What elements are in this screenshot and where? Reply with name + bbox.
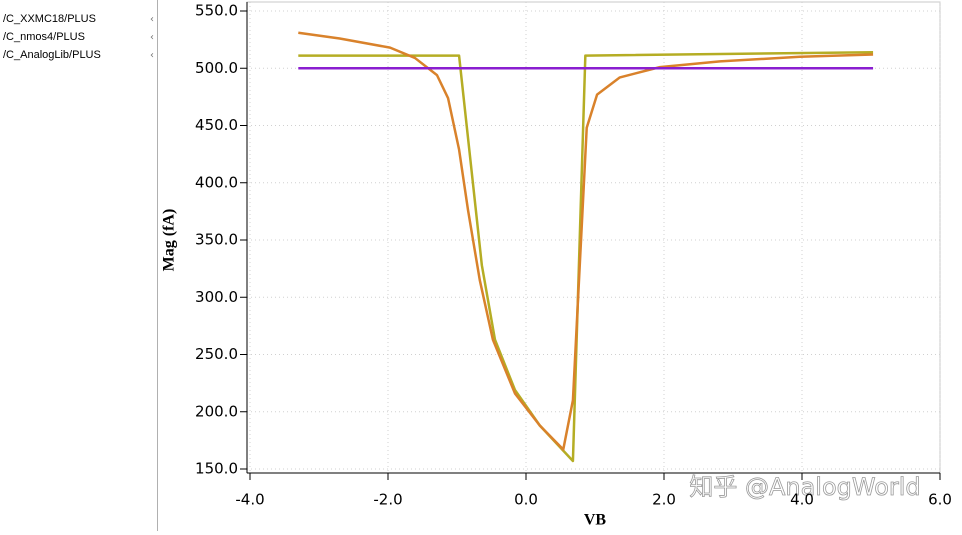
x-tick-label: 4.0 xyxy=(790,491,814,509)
y-tick-label: 250.0 xyxy=(195,345,238,363)
x-tick-label: -2.0 xyxy=(373,491,402,509)
x-axis-label: VB xyxy=(584,512,607,529)
y-tick-label: 500.0 xyxy=(195,59,238,77)
y-tick-label: 150.0 xyxy=(195,460,238,478)
legend-arrows: ‹ ‹ ‹ xyxy=(150,14,154,61)
y-tick-label: 300.0 xyxy=(195,288,238,306)
x-tick-label: 0.0 xyxy=(514,491,538,509)
y-tick-label: 450.0 xyxy=(195,116,238,134)
svg-text:‹: ‹ xyxy=(150,14,154,25)
plot-frame xyxy=(246,1,941,474)
x-tick-label: 6.0 xyxy=(928,491,952,509)
y-tick-label: 350.0 xyxy=(195,231,238,249)
svg-text:‹: ‹ xyxy=(150,32,154,43)
legend-entry: /C_nmos4/PLUS xyxy=(3,31,85,43)
x-tick-label: -4.0 xyxy=(235,491,264,509)
y-tick-label: 400.0 xyxy=(195,173,238,191)
legend-panel xyxy=(0,0,157,531)
y-tick-label: 550.0 xyxy=(195,2,238,20)
series-line xyxy=(298,50,874,463)
watermark: 知乎 @AnalogWorld xyxy=(689,473,920,501)
x-tick-label: 2.0 xyxy=(652,491,676,509)
svg-text:‹: ‹ xyxy=(150,50,154,61)
y-axis-label: Mag (fA) xyxy=(161,209,178,272)
legend-entry: /C_AnalogLib/PLUS xyxy=(3,49,101,61)
legend-entry: /C_XXMC18/PLUS xyxy=(3,13,96,25)
series-line xyxy=(298,31,874,451)
y-tick-label: 200.0 xyxy=(195,402,238,420)
